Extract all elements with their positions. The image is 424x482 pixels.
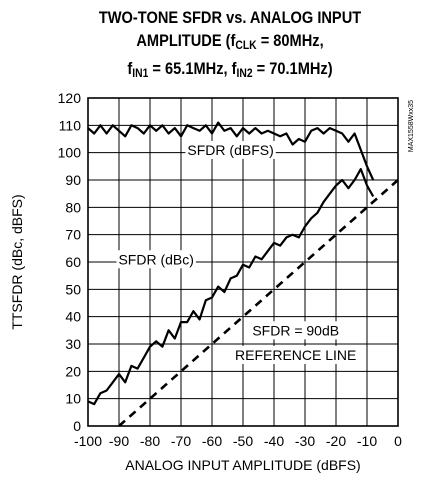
annotations: SFDR (dBFS) SFDR (dBc) SFDR = 90dB REFERENC… [116,140,359,364]
series-layer [87,121,399,427]
annotation: SFDR (dBc) [116,250,196,269]
x-tick-label: -50 [233,433,253,449]
x-tick-label: -70 [171,433,191,449]
series-sfdr-dbfs-line [87,121,375,181]
y-tick-label: 10 [65,391,81,407]
reference-line [118,179,399,427]
annotation-background [185,140,276,159]
plot-frame [87,97,399,427]
title-line-2: AMPLITUDE (fCLK = 80MHz, [136,31,324,52]
x-tick-label: -10 [357,433,377,449]
annotation-background [233,345,359,364]
y-tick-label: 100 [58,145,82,161]
x-tick-label: -40 [264,433,284,449]
grid [88,98,398,426]
chart-title: TWO-TONE SFDR vs. ANALOG INPUT AMPLITUDE… [84,6,376,85]
x-tick-label: -60 [202,433,222,449]
x-tick-label: -20 [326,433,346,449]
x-tick-label: 0 [394,433,402,449]
y-tick-label: 50 [65,281,81,297]
annotation-background [116,250,196,269]
x-axis-label: ANALOG INPUT AMPLITUDE (dBFS) [125,457,360,473]
y-axis-label: TTSFDR (dBc, dBFS) [9,194,25,329]
x-tick-label: -30 [295,433,315,449]
x-tick-label: -90 [109,433,129,449]
x-tick-label: -80 [140,433,160,449]
y-tick-label: 0 [73,418,81,434]
y-tick-label: 30 [65,336,81,352]
annotation-background [250,321,342,340]
annotation-label: SFDR (dBFS) [187,142,273,158]
y-tick-label: 60 [65,254,81,270]
series-sfdr-dbc-line [87,168,375,406]
x-tick-label: -100 [74,433,102,449]
tick-labels: -100 -90 -80 -70 -60 -50 -40 -30 -20 -10 001020304… [58,90,402,449]
annotation-label: REFERENCE LINE [235,347,356,363]
y-tick-label: 120 [58,90,82,106]
figure-code: MAX1558Wxx35 [408,100,415,152]
y-tick-label: 70 [65,227,81,243]
y-tick-label: 80 [65,199,81,215]
annotation: REFERENCE LINE [233,345,359,364]
annotation: SFDR = 90dB [250,321,342,340]
title-line-3: fIN1 = 65.1MHz, fIN2 = 70.1MHz) [127,59,333,80]
y-tick-label: 40 [65,309,81,325]
annotation-label: SFDR (dBc) [118,251,193,267]
annotation: SFDR (dBFS) [185,140,276,159]
y-tick-label: 20 [65,363,81,379]
y-tick-label: 90 [65,172,81,188]
annotation-label: SFDR = 90dB [252,322,339,338]
y-tick-label: 110 [59,117,82,133]
title-line-1: TWO-TONE SFDR vs. ANALOG INPUT [98,8,362,27]
